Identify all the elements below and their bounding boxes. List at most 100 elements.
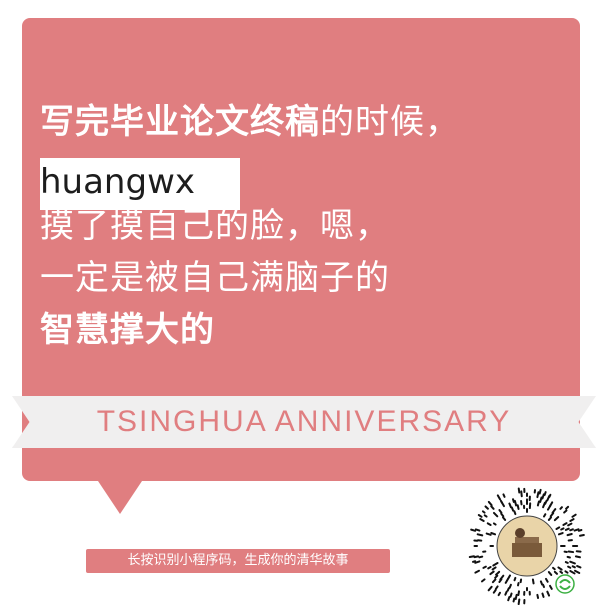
qr-dash (559, 570, 564, 574)
qr-hint-label: 长按识别小程序码，生成你的清华故事 (86, 549, 390, 573)
qr-dash (491, 578, 497, 584)
qr-dash (565, 505, 570, 510)
qr-dash (576, 565, 582, 569)
qr-dash (492, 522, 497, 526)
qr-dash (543, 491, 547, 496)
qr-dash (569, 528, 574, 532)
qr-dash (542, 583, 545, 589)
qr-dash (536, 593, 540, 599)
qr-dash (507, 574, 511, 580)
qr-dash (492, 511, 499, 518)
qr-dash (566, 555, 571, 559)
qr-dash (494, 585, 499, 590)
story-text: 写完毕业论文终稿的时候， 摸了摸自己的脸，嗯， 一定是被自己满脑子的 智慧撑大的 (40, 96, 580, 356)
story-line-4: 一定是被自己满脑子的 (40, 258, 390, 298)
qr-dash (491, 566, 497, 571)
qr-dash (563, 509, 568, 514)
qr-dash (497, 591, 501, 597)
qr-dash (506, 587, 510, 592)
qr-dash (513, 576, 517, 582)
qr-dash (484, 505, 489, 510)
qr-dash (569, 560, 576, 565)
qr-dash (512, 597, 516, 603)
qr-dash (487, 585, 493, 592)
qr-code-icon (468, 487, 585, 606)
qr-dash (498, 578, 503, 583)
banner-text: TSINGHUA ANNIVERSARY (96, 405, 512, 438)
qr-dash (546, 590, 551, 597)
qr-dash (474, 569, 481, 574)
qr-dash (494, 574, 499, 579)
qr-dash (474, 528, 481, 532)
qr-dash (531, 578, 535, 585)
qr-dash (490, 505, 495, 510)
qr-dash (541, 493, 545, 500)
qr-dash (557, 566, 563, 571)
story-line-5: 智慧撑大的 (40, 310, 215, 350)
qr-dash (544, 499, 548, 505)
qr-dash (559, 506, 563, 510)
qr-dash (548, 493, 552, 498)
qr-dash (492, 588, 497, 594)
qr-dash (553, 516, 560, 522)
qr-dash (511, 498, 515, 503)
story-line-3: 摸了摸自己的脸，嗯， (40, 206, 390, 246)
qr-dash (490, 531, 497, 536)
mini-program-code[interactable] (468, 487, 586, 606)
qr-dash (477, 514, 483, 518)
qr-dash (547, 516, 553, 521)
qr-dash (553, 570, 559, 575)
qr-dash (508, 502, 512, 509)
qr-dash (551, 508, 557, 514)
qr-dash (566, 533, 573, 537)
qr-dash (489, 570, 495, 576)
qr-dash (549, 584, 553, 590)
qr-dash (498, 509, 503, 514)
qr-dash (508, 583, 512, 589)
qr-dash (509, 592, 513, 598)
qr-dash (552, 566, 556, 571)
qr-dash (496, 494, 501, 501)
qr-dash (573, 569, 581, 574)
qr-dash (480, 578, 486, 583)
qr-dash (539, 580, 544, 586)
qr-dash (471, 560, 477, 563)
qr-dash (562, 522, 568, 526)
qr-dash (577, 529, 583, 532)
qr-dash (564, 570, 569, 574)
qr-dash (571, 565, 576, 569)
qr-dash (567, 550, 575, 554)
qr-dash (514, 593, 518, 601)
story-line-1-rest: 的时候， (320, 102, 460, 142)
qr-dash (478, 555, 484, 559)
qr-dash (487, 566, 492, 570)
qr-dash (513, 510, 517, 516)
qr-dash (473, 555, 480, 559)
qr-dash (543, 513, 547, 518)
qr-dash (555, 526, 561, 530)
story-line-1-highlight: 写完毕业论文终稿 (40, 102, 320, 142)
qr-dash (520, 490, 523, 498)
qr-dash (487, 500, 493, 507)
qr-dash (470, 528, 477, 532)
qr-dash (573, 528, 580, 532)
qr-dash (502, 493, 506, 498)
qr-dash (538, 488, 542, 495)
qr-dash (507, 596, 511, 602)
speech-bubble-tail (96, 478, 144, 514)
qr-dash (499, 499, 503, 504)
qr-dash (567, 522, 573, 527)
qr-dash (569, 518, 575, 522)
qr-dash (574, 555, 581, 559)
qr-dash (485, 532, 492, 536)
qr-dash (547, 571, 553, 576)
qr-dash (564, 527, 570, 531)
qr-dash (510, 506, 515, 512)
anniversary-banner: TSINGHUA ANNIVERSARY (12, 396, 596, 448)
qr-dash (481, 510, 486, 514)
qr-dash (502, 516, 507, 521)
qr-dash (541, 592, 545, 598)
qr-dash (549, 501, 554, 508)
qr-dash (536, 500, 540, 507)
qr-dash (516, 504, 520, 510)
